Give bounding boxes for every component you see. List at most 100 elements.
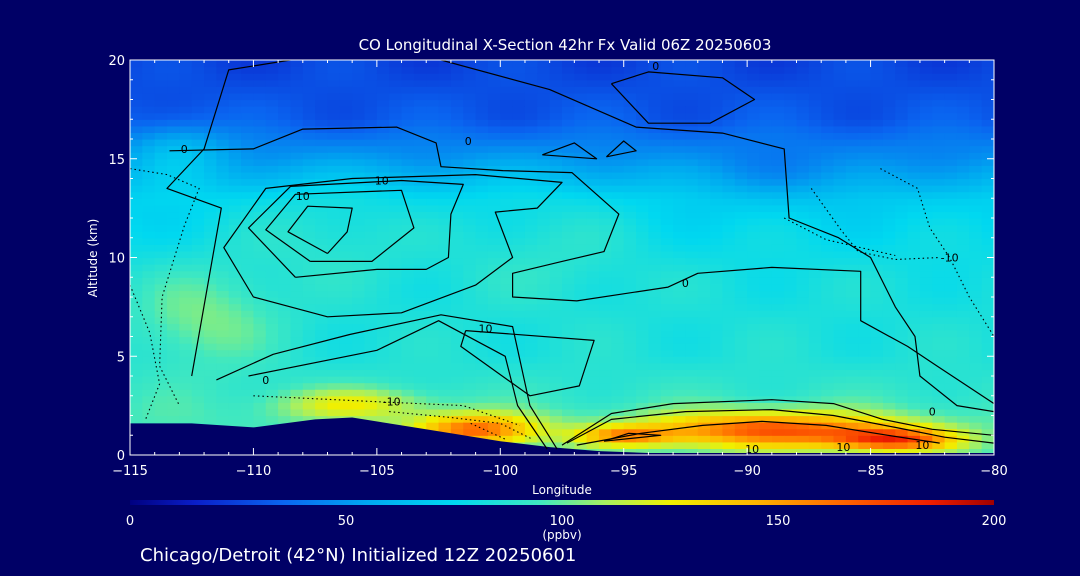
field-cell [586,415,600,423]
field-cell [204,237,217,245]
field-cell [574,283,588,292]
field-cell [574,79,588,87]
field-cell [253,132,267,140]
field-cell [549,106,563,114]
field-cell [512,165,526,173]
field-cell [747,343,761,351]
field-cell [747,441,761,450]
field-cell [858,218,872,226]
field-cell [685,402,699,410]
field-cell [956,185,970,193]
field-cell [870,60,884,68]
field-cell [241,218,255,226]
field-cell [339,79,353,87]
field-cell [524,92,538,101]
field-cell [611,369,625,377]
field-cell [944,86,958,94]
field-cell [450,369,464,377]
field-cell [364,369,378,377]
field-cell [956,178,970,186]
field-cell [315,362,329,371]
field-cell [796,297,810,305]
field-cell [710,204,724,213]
field-cell [216,369,230,377]
field-cell [833,441,847,450]
field-cell [401,152,415,160]
field-cell [697,204,711,213]
field-cell [648,395,662,403]
field-cell [537,99,551,107]
field-cell [290,376,304,384]
field-cell [154,290,168,298]
field-cell [574,139,588,147]
field-cell [636,422,649,430]
field-cell [747,158,761,166]
field-cell [833,244,847,252]
field-cell [882,402,896,410]
field-cell [389,191,403,199]
field-cell [413,191,427,199]
field-cell [710,349,724,357]
field-cell [241,132,255,140]
field-cell [673,250,687,259]
field-cell [907,389,921,397]
field-cell [759,158,773,166]
field-cell [167,198,180,206]
field-cell [265,224,279,232]
field-cell [623,152,637,160]
field-cell [549,277,563,285]
field-cell [747,408,761,417]
field-cell [512,362,526,371]
field-cell [636,257,649,265]
field-cell [549,303,563,311]
field-cell [130,323,143,331]
field-cell [821,435,835,443]
field-cell [710,250,724,259]
field-cell [216,362,230,371]
field-cell [586,389,600,397]
field-cell [253,191,267,199]
field-cell [858,237,872,245]
field-cell [895,349,909,357]
field-cell [130,310,143,318]
field-cell [549,191,563,199]
field-cell [611,106,625,114]
field-cell [253,395,267,403]
field-cell [981,99,994,107]
field-cell [697,158,711,166]
field-cell [364,231,378,239]
field-cell [796,244,810,252]
field-cell [969,66,983,74]
field-cell [734,119,748,127]
field-cell [771,139,785,147]
field-cell [759,323,773,331]
field-cell [549,422,563,430]
field-cell [216,382,230,390]
field-cell [697,250,711,259]
field-cell [981,283,994,292]
field-cell [784,277,798,285]
field-cell [796,185,810,193]
field-cell [697,171,711,180]
field-cell [796,171,810,180]
field-cell [747,264,761,272]
field-cell [796,270,810,278]
field-cell [882,389,896,397]
field-cell [265,92,279,101]
field-cell [673,60,687,68]
field-cell [944,191,958,199]
field-cell [167,369,180,377]
field-cell [784,106,798,114]
field-cell [845,310,859,318]
field-cell [673,86,687,94]
field-cell [253,250,267,259]
field-cell [759,283,773,292]
field-cell [858,152,872,160]
field-cell [599,402,612,410]
field-cell [413,185,427,193]
field-cell [487,362,501,371]
x-tick-label: −100 [482,464,518,479]
x-tick-label: −90 [733,464,760,479]
field-cell [845,125,859,134]
field-cell [426,125,440,134]
